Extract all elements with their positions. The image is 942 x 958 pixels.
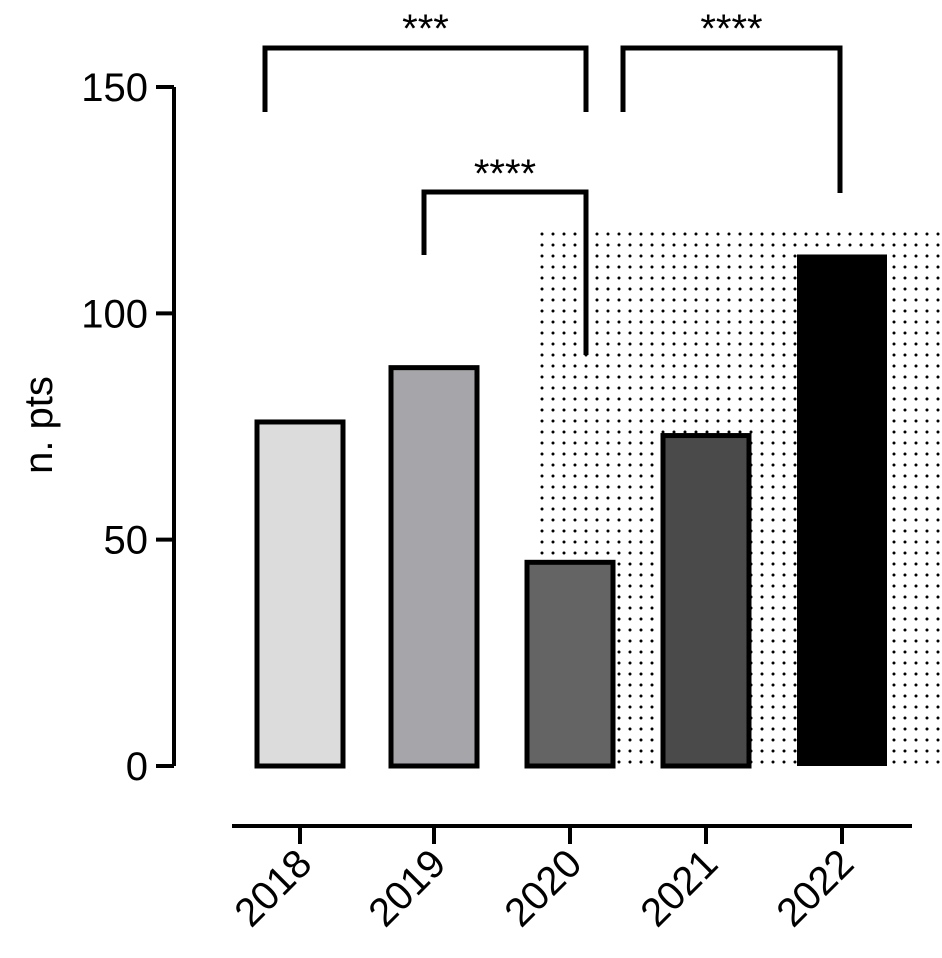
y-tick-label-0: 0 bbox=[126, 745, 148, 789]
significance-bracket-2018-2020 bbox=[262, 45, 589, 112]
bar-2019 bbox=[388, 365, 480, 769]
significance-label-2020-2022: **** bbox=[700, 7, 762, 51]
x-tick-label-2020: 2020 bbox=[496, 841, 590, 935]
x-tick-label-2022: 2022 bbox=[768, 841, 862, 935]
y-tick-label-150: 150 bbox=[81, 66, 148, 110]
y-tick-label-100: 100 bbox=[81, 292, 148, 336]
bar-2018 bbox=[254, 419, 346, 769]
bar-2022 bbox=[797, 254, 887, 766]
significance-label-2019-2020: **** bbox=[474, 152, 536, 196]
significance-label-2018-2020: *** bbox=[402, 7, 449, 51]
y-axis-title: n. pts bbox=[17, 376, 61, 474]
x-tick-label-2021: 2021 bbox=[632, 841, 726, 935]
bar-2021 bbox=[660, 433, 752, 769]
bar-2020 bbox=[524, 559, 616, 769]
x-tick-label-2019: 2019 bbox=[360, 841, 454, 935]
y-tick-label-50: 50 bbox=[104, 519, 149, 563]
significance-bracket-2019-2020 bbox=[421, 189, 589, 355]
significance-bracket-2020-2022 bbox=[620, 45, 843, 193]
x-tick-label-2018: 2018 bbox=[226, 841, 320, 935]
